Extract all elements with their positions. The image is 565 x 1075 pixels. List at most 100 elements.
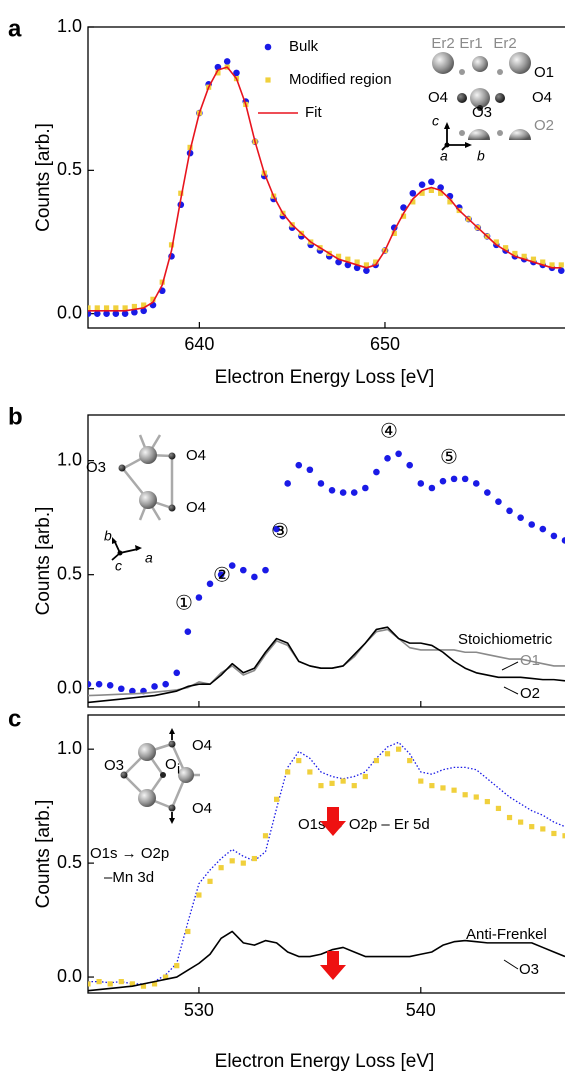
arrow xyxy=(320,951,346,980)
data-point xyxy=(419,190,425,196)
series-line xyxy=(88,66,562,312)
data-point xyxy=(150,296,156,302)
data-point xyxy=(428,484,436,492)
data-point xyxy=(184,628,192,636)
annotation: O4 xyxy=(192,800,212,817)
data-point xyxy=(340,778,346,784)
data-point xyxy=(93,310,101,317)
annotation: O4 xyxy=(428,89,448,106)
y-axis-label: Counts [arb.] xyxy=(33,800,54,909)
annotation: O3 xyxy=(86,459,106,476)
x-tick-label: 640 xyxy=(184,334,214,354)
data-point xyxy=(122,305,128,311)
data-point xyxy=(439,477,447,485)
arrow xyxy=(320,807,346,836)
data-point xyxy=(88,305,91,311)
data-point xyxy=(362,773,368,780)
data-point xyxy=(88,981,91,987)
data-point xyxy=(362,484,369,492)
data-point xyxy=(262,833,269,839)
annotation: O4 xyxy=(186,499,206,516)
data-point xyxy=(339,489,347,496)
data-point xyxy=(409,189,417,197)
data-point xyxy=(484,489,491,496)
x-axis-label: Electron Energy Loss [eV] xyxy=(215,367,435,388)
peak-label: ④ xyxy=(380,419,398,443)
data-point xyxy=(140,307,147,315)
annotation: O2 xyxy=(534,117,554,134)
data-point xyxy=(284,480,291,487)
data-point xyxy=(307,769,313,775)
data-point xyxy=(373,757,380,764)
annotation: Er2 xyxy=(493,35,516,52)
data-point xyxy=(429,783,435,789)
data-point xyxy=(317,480,325,487)
data-point xyxy=(88,310,92,317)
annotation: –Mn 3d xyxy=(104,869,154,886)
legend-label: Modified region xyxy=(289,71,392,88)
data-point xyxy=(151,683,158,690)
data-point xyxy=(273,796,280,802)
data-point xyxy=(103,310,110,317)
data-point xyxy=(373,468,380,476)
data-point xyxy=(162,680,169,688)
data-point xyxy=(396,746,402,752)
annotation: c xyxy=(115,558,122,574)
y-tick-label: 0.5 xyxy=(57,852,82,872)
data-point xyxy=(540,259,546,265)
peak-label: ⑤ xyxy=(440,445,458,469)
panel: 0.0 0.5 1.0 640 650 Electron Energy Loss [eV]… xyxy=(33,16,565,388)
plot-frame xyxy=(87,414,565,708)
data-point xyxy=(129,981,135,987)
data-point xyxy=(400,204,407,211)
data-point xyxy=(95,680,103,688)
annotation: O3 xyxy=(519,961,539,978)
data-point xyxy=(318,783,324,789)
data-point xyxy=(406,461,413,469)
data-point xyxy=(131,303,138,310)
data-point xyxy=(141,302,147,308)
data-point xyxy=(518,819,524,825)
data-point xyxy=(506,507,513,515)
data-point xyxy=(178,190,184,196)
data-point xyxy=(218,865,224,871)
data-point xyxy=(373,259,379,265)
data-point xyxy=(517,514,524,521)
plot-area xyxy=(88,450,565,704)
data-point xyxy=(228,562,236,569)
data-point xyxy=(384,455,391,462)
annotation: Anti-Frenkel xyxy=(466,926,547,943)
data-point xyxy=(251,573,258,581)
annotation: b xyxy=(104,528,112,544)
data-point xyxy=(462,792,468,798)
data-point xyxy=(113,305,119,311)
y-tick-label: 0.5 xyxy=(57,159,82,179)
crystal-inset-atoms xyxy=(120,728,194,824)
legend-marker xyxy=(265,77,271,83)
data-point xyxy=(240,566,247,574)
crystal-inset-atoms xyxy=(111,446,176,561)
data-point xyxy=(506,814,513,821)
data-point xyxy=(418,778,424,784)
annotation: Er1 xyxy=(459,35,482,52)
annotation: O3 xyxy=(104,757,124,774)
data-point xyxy=(428,178,435,186)
y-tick-label: 1.0 xyxy=(57,738,82,758)
data-point xyxy=(233,69,240,77)
plot-area xyxy=(88,58,565,317)
data-point xyxy=(103,305,110,311)
series-label: O2 xyxy=(520,685,540,702)
data-point xyxy=(329,780,335,786)
crystal-inset xyxy=(432,52,531,151)
data-point xyxy=(129,687,136,695)
data-point xyxy=(428,187,434,193)
panel-letter: b xyxy=(8,403,23,430)
data-point xyxy=(484,798,490,805)
series-line xyxy=(88,930,565,992)
data-point xyxy=(285,769,291,775)
data-point xyxy=(328,486,336,494)
y-tick-label: 0.0 xyxy=(57,302,82,322)
annotation: O3 xyxy=(472,104,492,121)
data-point xyxy=(472,480,480,487)
